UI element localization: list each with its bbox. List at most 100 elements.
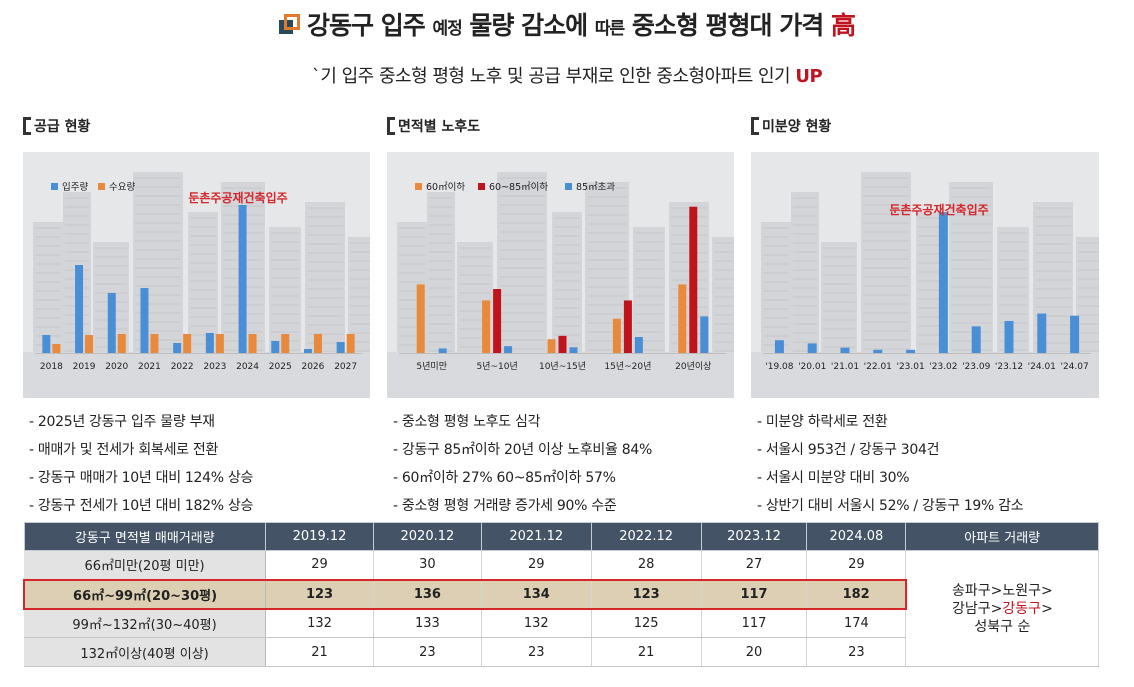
bullet-item: - 60㎡이하 27% 60~85㎡이하 57%: [393, 470, 616, 486]
bracket-icon: [387, 117, 395, 135]
bar: [183, 334, 192, 353]
legend-swatch: [565, 183, 572, 190]
subtitle: `기 입주 중소형 평형 노후 및 공급 부재로 인한 중소형아파트 인기 UP: [0, 62, 1134, 88]
x-tick-label: 2027: [334, 362, 357, 372]
table-cell: 123: [591, 578, 702, 610]
page-title: 강동구 입주 예정 물량 감소에 따른 중소형 평형대 가격 高: [0, 6, 1134, 42]
table-cell: 23: [373, 637, 482, 667]
table-cell: 117: [701, 578, 808, 610]
table-header: 2024.08: [806, 522, 907, 551]
district-ranking-note: 송파구>노원구> 강남구>강동구> 성북구 순: [905, 550, 1099, 667]
legend-swatch: [415, 183, 422, 190]
bar: [807, 343, 817, 353]
title-part: 중소형 평형대 가격: [624, 11, 831, 40]
table-cell: 29: [481, 550, 592, 580]
note-line: 강남구>강동구>: [907, 600, 1098, 618]
bar: [438, 348, 447, 353]
x-tick-label: 2025: [269, 362, 292, 372]
legend-swatch: [98, 183, 105, 190]
table-cell: 23: [806, 637, 907, 667]
chart-unsold: '19.08 '20.01 '21.01 '22.01 '23.01 '23.02 '23.…: [751, 172, 1099, 398]
bar: [689, 206, 698, 353]
legend-swatch: [478, 183, 485, 190]
building-bg: [585, 182, 629, 372]
chart-panel-supply: 2018 2019 2020 2021 2022 2023 2024 2025 2026 2027…: [23, 152, 370, 398]
x-tick-label: '19.08: [765, 362, 794, 372]
bar: [623, 300, 632, 353]
bar: [346, 334, 355, 353]
bar: [1070, 315, 1080, 353]
x-tick-label: '22.01: [864, 362, 892, 372]
table-cell: 20: [701, 637, 808, 667]
table-cell: 136: [373, 578, 482, 610]
bar: [971, 326, 981, 353]
table-row: 132㎡이상(40평 이상) 21 23 23 21 20 23: [24, 637, 1099, 667]
bar: [840, 347, 850, 353]
bullet-item: - 강동구 85㎡이하 20년 이상 노후비율 84%: [393, 442, 652, 458]
ground-bg: [751, 352, 1099, 398]
bar: [774, 340, 784, 353]
row-label: 66㎡~99㎡(20~30평): [23, 578, 267, 610]
bar: [612, 318, 621, 353]
title-small: 예정: [432, 19, 462, 39]
title-small: 따른: [594, 19, 625, 39]
legend-label: 85㎡초과: [576, 182, 615, 193]
bar: [700, 316, 709, 353]
section-title-unsold: 미분양 현황: [751, 116, 831, 136]
x-tick-label: '23.01: [896, 362, 924, 372]
x-tick-label: '23.02: [929, 362, 957, 372]
table-cell: 134: [481, 578, 592, 610]
table-cell: 132: [265, 608, 374, 638]
bullet-list-age: - 중소형 평형 노후도 심각 - 강동구 85㎡이하 20년 이상 노후비율 …: [393, 408, 652, 520]
ground-bg: [387, 352, 734, 398]
bar: [271, 341, 280, 353]
legend-label: 입주량: [62, 181, 88, 193]
table-header: 2019.12: [265, 522, 374, 551]
bar: [140, 288, 149, 353]
chart-panel-unsold: '19.08 '20.01 '21.01 '22.01 '23.01 '23.02 '23.…: [751, 152, 1099, 398]
table-header: 2023.12: [700, 522, 808, 551]
chart-annotation: 둔촌주공재건축입주: [889, 202, 988, 217]
building-bg: [949, 182, 993, 372]
table-cell: 174: [806, 608, 907, 638]
bar: [547, 339, 556, 353]
x-tick-label: 2022: [171, 362, 194, 372]
bullet-list-unsold: - 미분양 하락세로 전환 - 서울시 953건 / 강동구 304건 - 서울…: [757, 408, 1024, 520]
logo-icon: [279, 14, 301, 36]
section-title-text: 면적별 노후도: [398, 119, 481, 135]
table-cell: 29: [806, 550, 907, 580]
bar: [281, 334, 290, 353]
x-tick-label: 5년미만: [416, 361, 447, 372]
table-cell: 21: [591, 637, 702, 667]
building-bg: [427, 192, 455, 372]
chart-annotation: 둔촌주공재건축입주: [188, 190, 287, 205]
bar: [1037, 313, 1047, 353]
row-label: 132㎡이상(40평 이상): [24, 637, 267, 667]
table-header: 2020.12: [372, 522, 482, 551]
chart-age: 5년미만 5년~10년 10년~15년 15년~20년 20년이상 60㎡이하 60~85㎡…: [387, 172, 734, 398]
x-tick-label: 2021: [138, 362, 161, 372]
building-bg: [1076, 237, 1099, 372]
table-cell: 30: [373, 550, 482, 580]
section-title-age: 면적별 노후도: [387, 116, 480, 136]
table-header: 2022.12: [590, 522, 702, 551]
x-tick-label: '23.12: [995, 362, 1023, 372]
table-header: 아파트 거래량: [905, 522, 1099, 551]
x-tick-label: '24.01: [1028, 362, 1056, 372]
bullet-item: - 미분양 하락세로 전환: [757, 414, 888, 430]
bar: [313, 334, 322, 353]
bar: [205, 333, 214, 353]
note-line: 송파구>노원구>: [952, 582, 1053, 599]
bar: [634, 337, 643, 353]
table-cell: 132: [481, 608, 592, 638]
x-tick-label: 2023: [203, 362, 226, 372]
bullet-item: - 서울시 953건 / 강동구 304건: [757, 442, 940, 458]
building-bg: [497, 172, 547, 372]
bar: [569, 347, 578, 353]
bar: [52, 344, 61, 353]
bullet-item: - 매매가 및 전세가 회복세로 전환: [29, 442, 219, 458]
x-tick-label: '20.01: [798, 362, 826, 372]
table-cell: 29: [265, 550, 374, 580]
bar: [303, 349, 312, 353]
table-row: 66㎡미만(20평 미만) 29 30 29 28 27 29 송파구>노원구>…: [24, 550, 1099, 667]
